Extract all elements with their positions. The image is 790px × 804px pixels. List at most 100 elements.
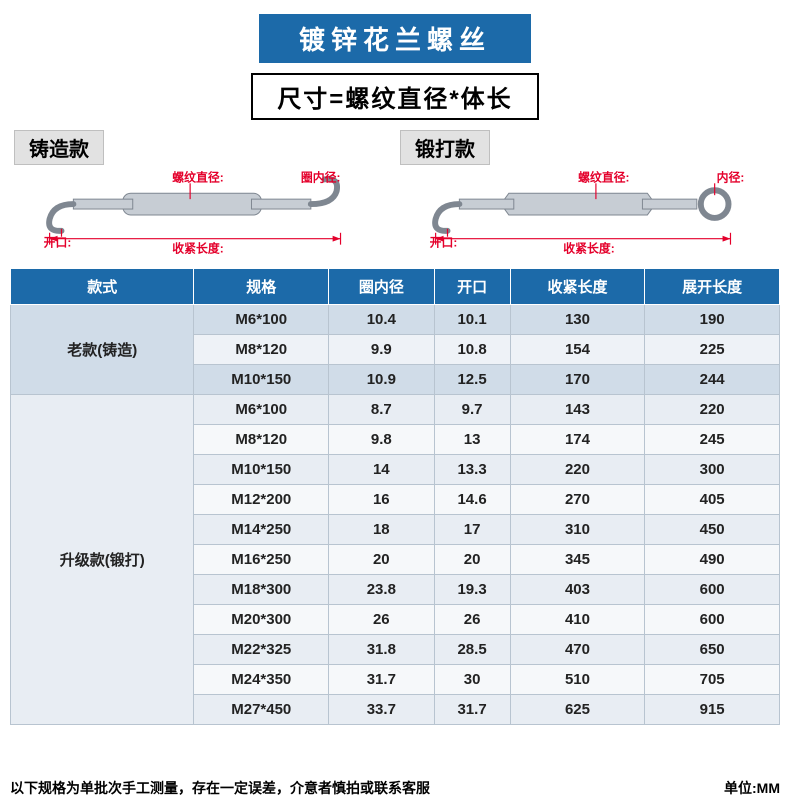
data-cell: 26 <box>329 605 434 635</box>
data-cell: 31.8 <box>329 635 434 665</box>
data-cell: 8.7 <box>329 395 434 425</box>
data-cell: 130 <box>510 305 645 335</box>
data-cell: 10.4 <box>329 305 434 335</box>
data-cell: 174 <box>510 425 645 455</box>
data-cell: 405 <box>645 485 780 515</box>
data-cell: 705 <box>645 665 780 695</box>
data-cell: 10.8 <box>434 335 510 365</box>
spec-table: 款式 规格 圈内径 开口 收紧长度 展开长度 老款(铸造)M6*10010.41… <box>10 268 780 725</box>
data-cell: 345 <box>510 545 645 575</box>
data-cell: 18 <box>329 515 434 545</box>
data-cell: 300 <box>645 455 780 485</box>
data-cell: M22*325 <box>194 635 329 665</box>
unit-label: 单位:MM <box>724 778 780 798</box>
svg-text:螺纹直径:: 螺纹直径: <box>172 170 223 184</box>
turnbuckle-forged-icon: 螺纹直径: 内径: 开口: 收紧长度: <box>400 169 776 255</box>
svg-text:收紧长度:: 收紧长度: <box>563 242 614 255</box>
data-cell: M12*200 <box>194 485 329 515</box>
data-cell: 13 <box>434 425 510 455</box>
data-cell: 225 <box>645 335 780 365</box>
data-cell: 9.7 <box>434 395 510 425</box>
col-inner: 圈内径 <box>329 269 434 305</box>
data-cell: 12.5 <box>434 365 510 395</box>
data-cell: M10*150 <box>194 455 329 485</box>
svg-text:圈内径:: 圈内径: <box>301 170 341 184</box>
data-cell: M8*120 <box>194 335 329 365</box>
data-cell: M20*300 <box>194 605 329 635</box>
data-cell: 9.9 <box>329 335 434 365</box>
footer: 以下规格为单批次手工测量，存在一定误差，介意者慎拍或联系客服 单位:MM <box>10 778 780 798</box>
data-cell: M8*120 <box>194 425 329 455</box>
data-cell: 310 <box>510 515 645 545</box>
data-cell: M14*250 <box>194 515 329 545</box>
data-cell: M10*150 <box>194 365 329 395</box>
table-row: 老款(铸造)M6*10010.410.1130190 <box>11 305 780 335</box>
data-cell: 9.8 <box>329 425 434 455</box>
data-cell: 600 <box>645 605 780 635</box>
data-cell: 31.7 <box>434 695 510 725</box>
data-cell: 14 <box>329 455 434 485</box>
data-cell: 14.6 <box>434 485 510 515</box>
data-cell: 20 <box>329 545 434 575</box>
data-cell: M16*250 <box>194 545 329 575</box>
data-cell: 30 <box>434 665 510 695</box>
data-cell: 650 <box>645 635 780 665</box>
data-cell: 17 <box>434 515 510 545</box>
data-cell: 244 <box>645 365 780 395</box>
turnbuckle-cast-icon: 螺纹直径: 圈内径: 开口: 收紧长度: <box>14 169 390 255</box>
data-cell: M6*100 <box>194 305 329 335</box>
svg-text:螺纹直径:: 螺纹直径: <box>578 170 629 184</box>
style-cell: 升级款(锻打) <box>11 395 194 725</box>
col-spec: 规格 <box>194 269 329 305</box>
diagram-left-label: 铸造款 <box>14 130 104 165</box>
formula-box: 尺寸=螺纹直径*体长 <box>251 73 538 120</box>
data-cell: 600 <box>645 575 780 605</box>
col-style: 款式 <box>11 269 194 305</box>
diagram-right: 锻打款 螺纹直径: 内径: 开口: 收紧长度: <box>400 130 776 260</box>
diagram-row: 铸造款 螺纹直径: 圈内径: 开口: 收紧长度: 锻打款 <box>0 130 790 260</box>
data-cell: 220 <box>510 455 645 485</box>
page-title: 镀锌花兰螺丝 <box>259 14 531 63</box>
col-open: 开口 <box>434 269 510 305</box>
data-cell: 170 <box>510 365 645 395</box>
data-cell: 143 <box>510 395 645 425</box>
table-group-forged: 升级款(锻打)M6*1008.79.7143220M8*1209.8131742… <box>11 395 780 725</box>
data-cell: 33.7 <box>329 695 434 725</box>
data-cell: 23.8 <box>329 575 434 605</box>
data-cell: 403 <box>510 575 645 605</box>
data-cell: 28.5 <box>434 635 510 665</box>
data-cell: M18*300 <box>194 575 329 605</box>
data-cell: 10.1 <box>434 305 510 335</box>
data-cell: 10.9 <box>329 365 434 395</box>
data-cell: 510 <box>510 665 645 695</box>
data-cell: 450 <box>645 515 780 545</box>
data-cell: 490 <box>645 545 780 575</box>
diagram-left: 铸造款 螺纹直径: 圈内径: 开口: 收紧长度: <box>14 130 390 260</box>
data-cell: 20 <box>434 545 510 575</box>
diagram-right-label: 锻打款 <box>400 130 490 165</box>
svg-text:收紧长度:: 收紧长度: <box>172 242 223 255</box>
data-cell: 16 <box>329 485 434 515</box>
svg-text:内径:: 内径: <box>717 170 745 184</box>
table-group-cast: 老款(铸造)M6*10010.410.1130190M8*1209.910.81… <box>11 305 780 395</box>
table-row: 升级款(锻打)M6*1008.79.7143220 <box>11 395 780 425</box>
footer-note: 以下规格为单批次手工测量，存在一定误差，介意者慎拍或联系客服 <box>10 778 430 798</box>
data-cell: 26 <box>434 605 510 635</box>
data-cell: 31.7 <box>329 665 434 695</box>
data-cell: 470 <box>510 635 645 665</box>
data-cell: 154 <box>510 335 645 365</box>
data-cell: M27*450 <box>194 695 329 725</box>
data-cell: 220 <box>645 395 780 425</box>
data-cell: 410 <box>510 605 645 635</box>
data-cell: 13.3 <box>434 455 510 485</box>
data-cell: M24*350 <box>194 665 329 695</box>
data-cell: 915 <box>645 695 780 725</box>
data-cell: 245 <box>645 425 780 455</box>
data-cell: 270 <box>510 485 645 515</box>
data-cell: M6*100 <box>194 395 329 425</box>
data-cell: 19.3 <box>434 575 510 605</box>
style-cell: 老款(铸造) <box>11 305 194 395</box>
col-expand: 展开长度 <box>645 269 780 305</box>
data-cell: 625 <box>510 695 645 725</box>
data-cell: 190 <box>645 305 780 335</box>
